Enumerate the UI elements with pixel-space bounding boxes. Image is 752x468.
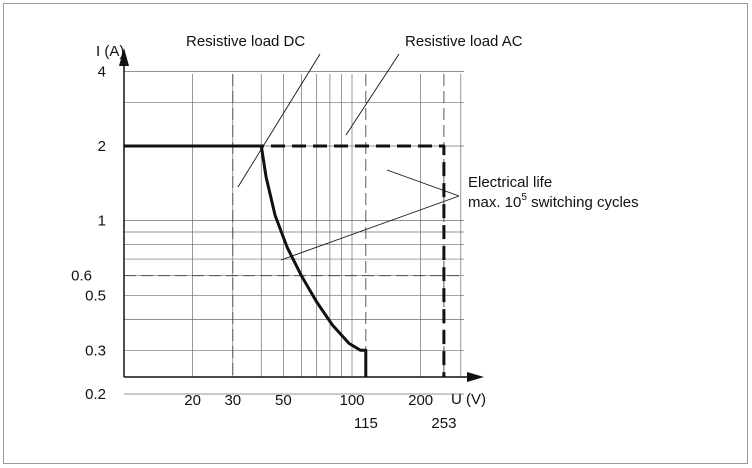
y-tick-label-0.3: 0.3: [85, 342, 106, 359]
y-tick-label-4: 4: [98, 63, 106, 80]
annotation-life-exponent: 5: [521, 192, 527, 203]
y-tick-label-0.5: 0.5: [85, 287, 106, 304]
series-line-dc: [124, 144, 368, 377]
x-tick-label-50: 50: [275, 392, 292, 409]
annotation-life-text-a: max. 10: [468, 194, 521, 211]
annotation-dc-leader: [237, 53, 321, 188]
x-axis-label: U (V): [451, 391, 486, 408]
series-line-ac: [124, 144, 446, 377]
axes: I (A) U (V): [96, 43, 486, 408]
x-tick-label-30: 30: [224, 392, 241, 409]
annotation-life-leader-dc: [280, 195, 460, 261]
figure-frame: I (A) U (V) 20 30 50 100 115 200 253 4 2 1 0.6 0.5 0…: [3, 3, 748, 464]
x-tick-label-100: 100: [339, 392, 364, 409]
reference-lines: [124, 74, 464, 377]
series-lines: [124, 144, 446, 377]
x-axis-arrow: [467, 372, 484, 382]
annotation-life-leader-ac: [386, 169, 460, 197]
annotation-dc-label: Resistive load DC: [186, 33, 305, 50]
y-tick-label-0.6: 0.6: [71, 268, 92, 285]
grid: [124, 70, 464, 395]
y-tick-label-0.2: 0.2: [85, 386, 106, 403]
annotation-life-label-line1: Electrical life: [468, 174, 552, 191]
annotations: Resistive load DC Resistive load AC Elec…: [186, 33, 639, 261]
tick-labels: 20 30 50 100 115 200 253 4 2 1 0.6 0.5 0.3 0.2: [71, 63, 456, 432]
y-axis-label: I (A): [96, 43, 124, 60]
x-tick-label-200: 200: [408, 392, 433, 409]
annotation-life-text-b: switching cycles: [527, 194, 639, 211]
y-axis-arrow: [119, 48, 129, 66]
annotation-life-label-line2: max. 105 switching cycles: [468, 192, 639, 211]
x-tick-label-20: 20: [184, 392, 201, 409]
y-tick-label-1: 1: [98, 213, 106, 230]
annotation-ac-leader: [345, 53, 400, 136]
current-voltage-chart: I (A) U (V) 20 30 50 100 115 200 253 4 2 1 0.6 0.5 0…: [71, 33, 639, 432]
annotation-ac-label: Resistive load AC: [405, 33, 523, 50]
x-tick-label-115: 115: [354, 415, 378, 432]
x-tick-label-253: 253: [431, 415, 456, 432]
y-tick-label-2: 2: [98, 138, 106, 155]
